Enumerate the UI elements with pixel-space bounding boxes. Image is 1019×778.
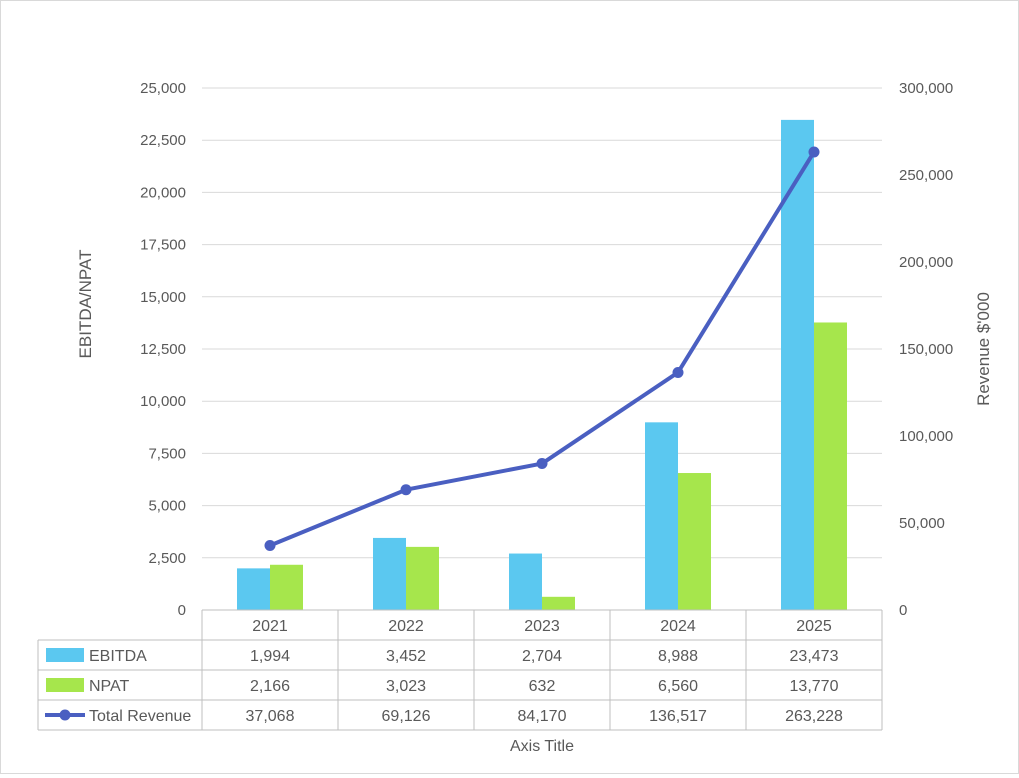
revenue-point-2025 (808, 146, 820, 158)
y2-tick-label: 200,000 (899, 254, 953, 271)
table-cell-value: 2,704 (522, 648, 562, 665)
y2-axis-title: Revenue $'000 (974, 292, 993, 406)
y2-tick-label: 150,000 (899, 341, 953, 358)
y-tick-label: 5,000 (148, 498, 186, 515)
table-cell-value: 3,452 (386, 648, 426, 665)
table-cell-value: 69,126 (382, 708, 431, 725)
bar-ebitda-2021 (237, 568, 270, 610)
right-y-axis: 0 50,000 100,000 150,000 200,000 250,000 300,0… (899, 80, 953, 619)
bar-ebitda-2024 (645, 422, 678, 610)
bar-npat-2021 (270, 564, 303, 610)
legend-key-marker (59, 709, 71, 721)
x-category-label: 2022 (388, 618, 424, 635)
bar-npat-2025 (814, 322, 847, 610)
revenue-point-2023 (536, 458, 548, 470)
y2-tick-label: 0 (899, 602, 907, 619)
y-tick-label: 10,000 (140, 393, 186, 410)
y-tick-label: 15,000 (140, 289, 186, 306)
bar-series (237, 119, 847, 610)
table-cell-value: 136,517 (649, 708, 707, 725)
bar-npat-2023 (542, 596, 575, 610)
y2-tick-label: 50,000 (899, 515, 945, 532)
x-category-label: 2021 (252, 618, 288, 635)
table-cell-value: 2,166 (250, 678, 290, 695)
table-cell-value: 3,023 (386, 678, 426, 695)
legend-series-name: EBITDA (89, 648, 147, 665)
y-tick-label: 0 (178, 602, 186, 619)
y-tick-label: 2,500 (148, 550, 186, 567)
table-cell-value: 263,228 (785, 708, 843, 725)
revenue-point-2022 (400, 484, 412, 496)
y2-tick-label: 250,000 (899, 167, 953, 184)
x-category-label: 2025 (796, 618, 832, 635)
table-cell-value: 23,473 (790, 648, 839, 665)
y-tick-label: 22,500 (140, 132, 186, 149)
revenue-point-2024 (672, 366, 684, 378)
bar-ebitda-2023 (509, 553, 542, 610)
gridlines (202, 87, 882, 559)
legend-series-name: NPAT (89, 678, 130, 695)
legend-series-name: Total Revenue (89, 708, 191, 725)
legend-key-npat (46, 678, 84, 692)
x-category-label: 2023 (524, 618, 560, 635)
bar-npat-2024 (678, 473, 711, 610)
left-y-axis: 0 2,500 5,000 7,500 10,000 12,500 15,000 17,500… (140, 80, 186, 619)
y-tick-label: 25,000 (140, 80, 186, 97)
line-series (264, 146, 820, 552)
y2-tick-label: 100,000 (899, 428, 953, 445)
revenue-point-2021 (264, 540, 276, 552)
table-cell-value: 6,560 (658, 678, 698, 695)
table-cell-value: 13,770 (790, 678, 839, 695)
table-cell-value: 632 (529, 678, 556, 695)
table-cell-value: 8,988 (658, 648, 698, 665)
y-tick-label: 12,500 (140, 341, 186, 358)
y2-tick-label: 300,000 (899, 80, 953, 97)
table-cell-value: 84,170 (518, 708, 567, 725)
y-tick-label: 20,000 (140, 184, 186, 201)
table-cell-value: 1,994 (250, 648, 290, 665)
table-cell-value: 37,068 (246, 708, 295, 725)
y-axis-title: EBITDA/NPAT (76, 250, 95, 359)
y-tick-label: 7,500 (148, 445, 186, 462)
bar-ebitda-2025 (781, 119, 814, 610)
legend-key-ebitda (46, 648, 84, 662)
bar-npat-2022 (406, 546, 439, 610)
bar-ebitda-2022 (373, 537, 406, 610)
y-tick-label: 17,500 (140, 237, 186, 254)
x-category-label: 2024 (660, 618, 696, 635)
x-axis-title: Axis Title (510, 738, 574, 755)
data-table: 2021 2022 2023 2024 2025 EBITDA 1,994 3,452 2,70… (37, 609, 883, 731)
